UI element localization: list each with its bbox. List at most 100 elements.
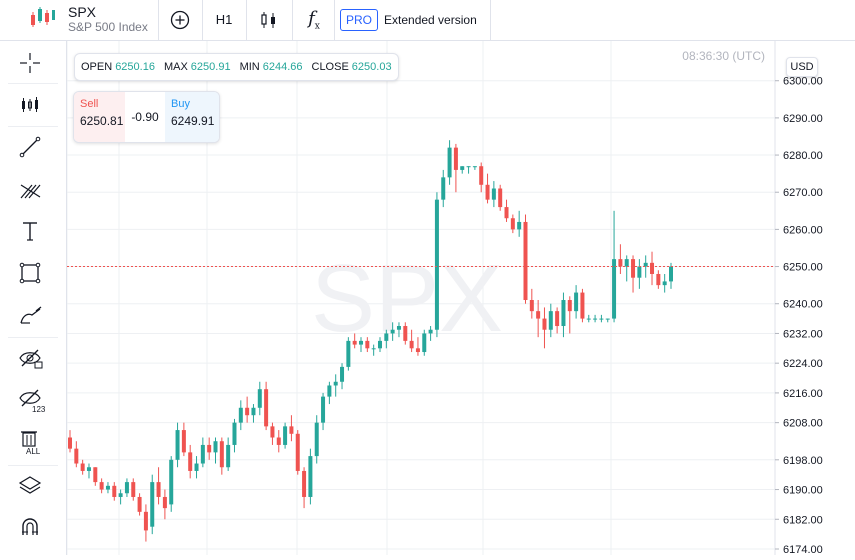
candle	[612, 210, 617, 323]
candle-body	[618, 259, 623, 267]
candle	[586, 314, 591, 323]
candle-body	[308, 456, 313, 497]
candle-body	[523, 221, 528, 300]
chart-style-button[interactable]	[248, 0, 290, 40]
buy-button[interactable]: Buy 6249.91	[165, 92, 219, 142]
candle	[650, 251, 655, 286]
candlestick-chart[interactable]: SPX 6300.006290.006280.006270.006260.006…	[66, 41, 855, 556]
interval-button[interactable]: H1	[215, 12, 233, 27]
candle	[207, 437, 212, 460]
trend-line-button[interactable]	[18, 130, 68, 164]
candle	[631, 255, 636, 293]
pitchfork-button[interactable]	[18, 172, 68, 206]
extended-version-button[interactable]: PRO Extended version	[340, 8, 490, 32]
candle	[156, 467, 161, 505]
candle-body	[93, 467, 98, 483]
price-tick-label: 6260.00	[783, 224, 823, 236]
candle	[599, 314, 604, 323]
close-value: 6250.03	[351, 61, 392, 73]
candle	[80, 459, 85, 475]
compare-button[interactable]	[160, 0, 200, 40]
candle-body	[105, 485, 110, 490]
candle	[643, 255, 648, 278]
chart-type-button[interactable]	[18, 88, 68, 122]
candle-body	[384, 333, 389, 341]
sell-button[interactable]: Sell 6250.81	[74, 92, 125, 142]
min-value: 6244.66	[262, 61, 303, 73]
candle-body	[321, 396, 326, 423]
candle	[346, 337, 351, 371]
candle-body	[555, 311, 560, 327]
candle	[213, 437, 218, 464]
hide-drawings-button[interactable]	[18, 341, 68, 375]
candle-body	[624, 259, 629, 267]
candle-body	[86, 467, 91, 471]
candle	[270, 422, 275, 445]
candle	[238, 400, 243, 431]
candle	[377, 337, 382, 353]
candle	[396, 322, 401, 338]
candle-body	[150, 482, 155, 527]
candle-body	[245, 407, 250, 416]
indicators-button[interactable]: fx	[294, 0, 334, 40]
trade-widget: Sell 6250.81 -0.90 Buy 6249.91	[73, 91, 220, 143]
currency-selector[interactable]: USD	[786, 57, 818, 77]
buy-price: 6249.91	[171, 114, 215, 128]
layers-button[interactable]	[18, 469, 68, 503]
text-tool-icon	[23, 222, 37, 241]
crosshair-button[interactable]	[18, 46, 68, 80]
candle-body	[371, 348, 376, 350]
price-tick-label: 6198.00	[783, 455, 823, 467]
candle-body	[460, 166, 465, 170]
candle-body	[574, 292, 579, 312]
remove-all-button[interactable]: ALL	[18, 425, 68, 459]
price-chart[interactable]: SPX 6300.00 6290.00 6280.00 6270.00 6260.00 6…	[66, 41, 855, 556]
candle-body	[302, 470, 307, 497]
candle-body	[453, 147, 458, 170]
candle	[112, 482, 117, 501]
candle-body	[314, 422, 319, 457]
price-tick-label: 6280.00	[783, 150, 823, 162]
candle	[219, 437, 224, 475]
candle-body	[289, 426, 294, 434]
candle	[340, 363, 345, 390]
candle-body	[662, 281, 667, 286]
candle-body	[137, 496, 142, 512]
open-label: OPEN	[81, 61, 113, 73]
top-toolbar: SPX S&P 500 Index H1 fx PRO Extended ver…	[0, 0, 855, 41]
candle	[118, 489, 123, 505]
candle-body	[669, 266, 673, 282]
hide-indicators-icon: 123	[19, 389, 46, 413]
candle-body	[74, 448, 79, 464]
price-tick-label: 6290.00	[783, 113, 823, 125]
hide-drawings-icon	[19, 349, 43, 369]
candle-body	[346, 340, 351, 367]
candles-icon	[261, 12, 275, 28]
price-axis: 6300.00 6290.00 6280.00 6270.00 6260.00 6250.…	[775, 76, 823, 556]
text-tool-button[interactable]	[18, 214, 68, 248]
brush-button[interactable]	[18, 298, 68, 332]
candle	[504, 199, 509, 222]
min-label: MIN	[239, 61, 260, 73]
candle	[74, 441, 79, 468]
price-tick-label: 6174.00	[783, 544, 823, 555]
price-tick-label: 6216.00	[783, 388, 823, 400]
symbol-selector[interactable]: SPX S&P 500 Index	[68, 5, 158, 35]
candle-body	[529, 300, 534, 312]
candle-body	[352, 340, 357, 345]
candle	[390, 322, 395, 341]
candle	[580, 288, 585, 323]
candle	[321, 392, 326, 431]
max-value: 6250.91	[190, 61, 231, 73]
hide-count-label: 123	[32, 405, 46, 413]
pro-badge: PRO	[340, 9, 379, 31]
candle-body	[99, 482, 104, 490]
candle	[137, 493, 142, 516]
rectangle-tool-button[interactable]	[18, 256, 68, 290]
extended-version-label: Extended version	[384, 13, 477, 27]
hide-indicators-button[interactable]: 123	[18, 383, 68, 417]
candle	[485, 173, 490, 204]
magnet-button[interactable]	[18, 511, 68, 545]
candle	[150, 474, 155, 535]
candle	[68, 430, 72, 453]
